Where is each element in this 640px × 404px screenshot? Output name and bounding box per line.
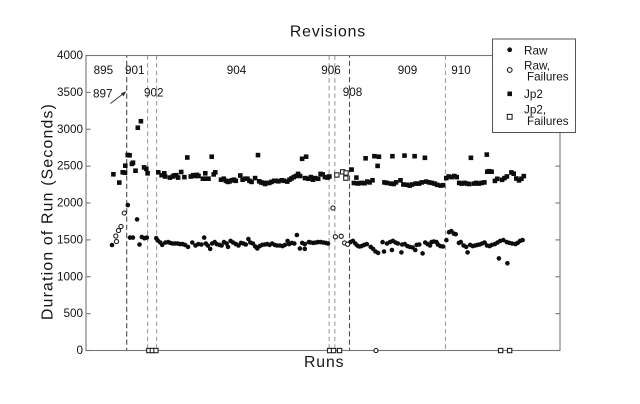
svg-text:4000: 4000: [57, 49, 84, 62]
svg-text:Jp2,: Jp2,: [524, 104, 546, 117]
svg-text:Failures: Failures: [527, 115, 569, 128]
svg-text:902: 902: [144, 86, 164, 99]
svg-text:904: 904: [227, 64, 247, 77]
svg-text:Revisions: Revisions: [290, 24, 366, 41]
svg-text:Failures: Failures: [527, 71, 569, 84]
svg-text:Jp2: Jp2: [524, 88, 543, 101]
svg-text:2000: 2000: [57, 197, 84, 210]
svg-text:500: 500: [63, 307, 83, 320]
svg-text:3500: 3500: [57, 86, 84, 99]
svg-text:908: 908: [343, 86, 363, 99]
svg-text:Runs: Runs: [304, 354, 344, 371]
svg-text:910: 910: [451, 64, 471, 77]
svg-text:Raw,: Raw,: [524, 59, 550, 72]
svg-text:Raw: Raw: [524, 45, 548, 58]
svg-text:Duration of Run (Seconds): Duration of Run (Seconds): [39, 103, 56, 320]
svg-text:906: 906: [321, 64, 341, 77]
svg-text:909: 909: [398, 64, 418, 77]
svg-text:0: 0: [76, 344, 83, 357]
svg-text:1500: 1500: [57, 233, 84, 246]
svg-text:897: 897: [93, 87, 113, 100]
svg-text:901: 901: [125, 64, 145, 77]
svg-text:1000: 1000: [57, 270, 84, 283]
svg-text:2500: 2500: [57, 160, 84, 173]
svg-text:3000: 3000: [57, 123, 84, 136]
svg-text:895: 895: [94, 64, 114, 77]
